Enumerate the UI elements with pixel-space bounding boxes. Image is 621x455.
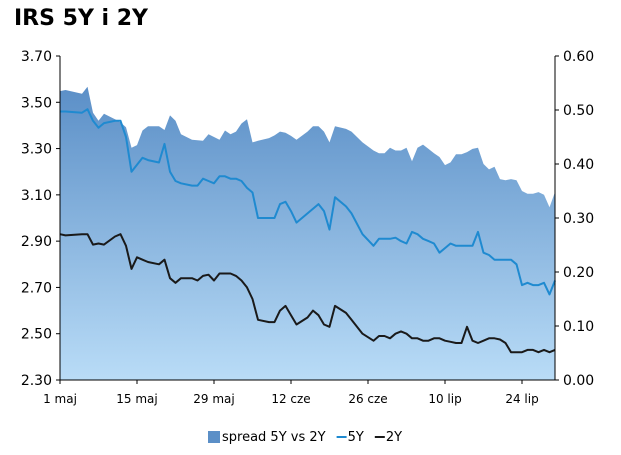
x-tick-label: 15 maj — [116, 392, 157, 406]
x-tick-label: 12 cze — [271, 392, 310, 406]
left-tick-label: 3.10 — [21, 188, 52, 204]
chart-title: IRS 5Y i 2Y — [14, 6, 148, 31]
right-tick-label: 0.40 — [563, 157, 594, 173]
x-tick-label: 29 maj — [193, 392, 234, 406]
series-area-spread — [60, 86, 555, 381]
lines-layer — [59, 108, 556, 354]
right-tick-label: 0.50 — [563, 103, 594, 119]
right-tick-label: 0.30 — [563, 211, 594, 227]
legend-label: 5Y — [348, 430, 364, 445]
x-tick-label: 24 lip — [505, 392, 538, 406]
x-tick-label: 26 cze — [348, 392, 387, 406]
left-tick-label: 3.50 — [21, 95, 52, 111]
legend-label: 2Y — [386, 430, 402, 445]
right-tick-label: 0.20 — [563, 265, 594, 281]
axes-layer: 2.30 2.50 2.70 2.90 3.10 3.30 3.50 3.70 0.00 0.10… — [21, 49, 594, 406]
series-line-2y — [59, 233, 556, 354]
spread-area-layer — [60, 86, 555, 381]
x-tick-label: 10 lip — [428, 392, 461, 406]
right-tick-label: 0.60 — [563, 49, 594, 65]
left-tick-label: 2.50 — [21, 327, 52, 343]
left-tick-label: 2.70 — [21, 280, 52, 296]
left-tick-label: 3.70 — [21, 49, 52, 65]
legend: spread 5Y vs 2Y 5Y 2Y — [208, 430, 402, 445]
left-tick-label: 2.30 — [21, 373, 52, 389]
legend-label: spread 5Y vs 2Y — [222, 430, 326, 445]
x-tick-label: 1 maj — [43, 392, 77, 406]
left-tick-label: 3.30 — [21, 142, 52, 158]
left-tick-label: 2.90 — [21, 234, 52, 250]
right-tick-label: 0.00 — [563, 373, 594, 389]
series-line-5y — [60, 108, 556, 296]
legend-swatch-spread — [208, 431, 220, 443]
right-tick-label: 0.10 — [563, 319, 594, 335]
